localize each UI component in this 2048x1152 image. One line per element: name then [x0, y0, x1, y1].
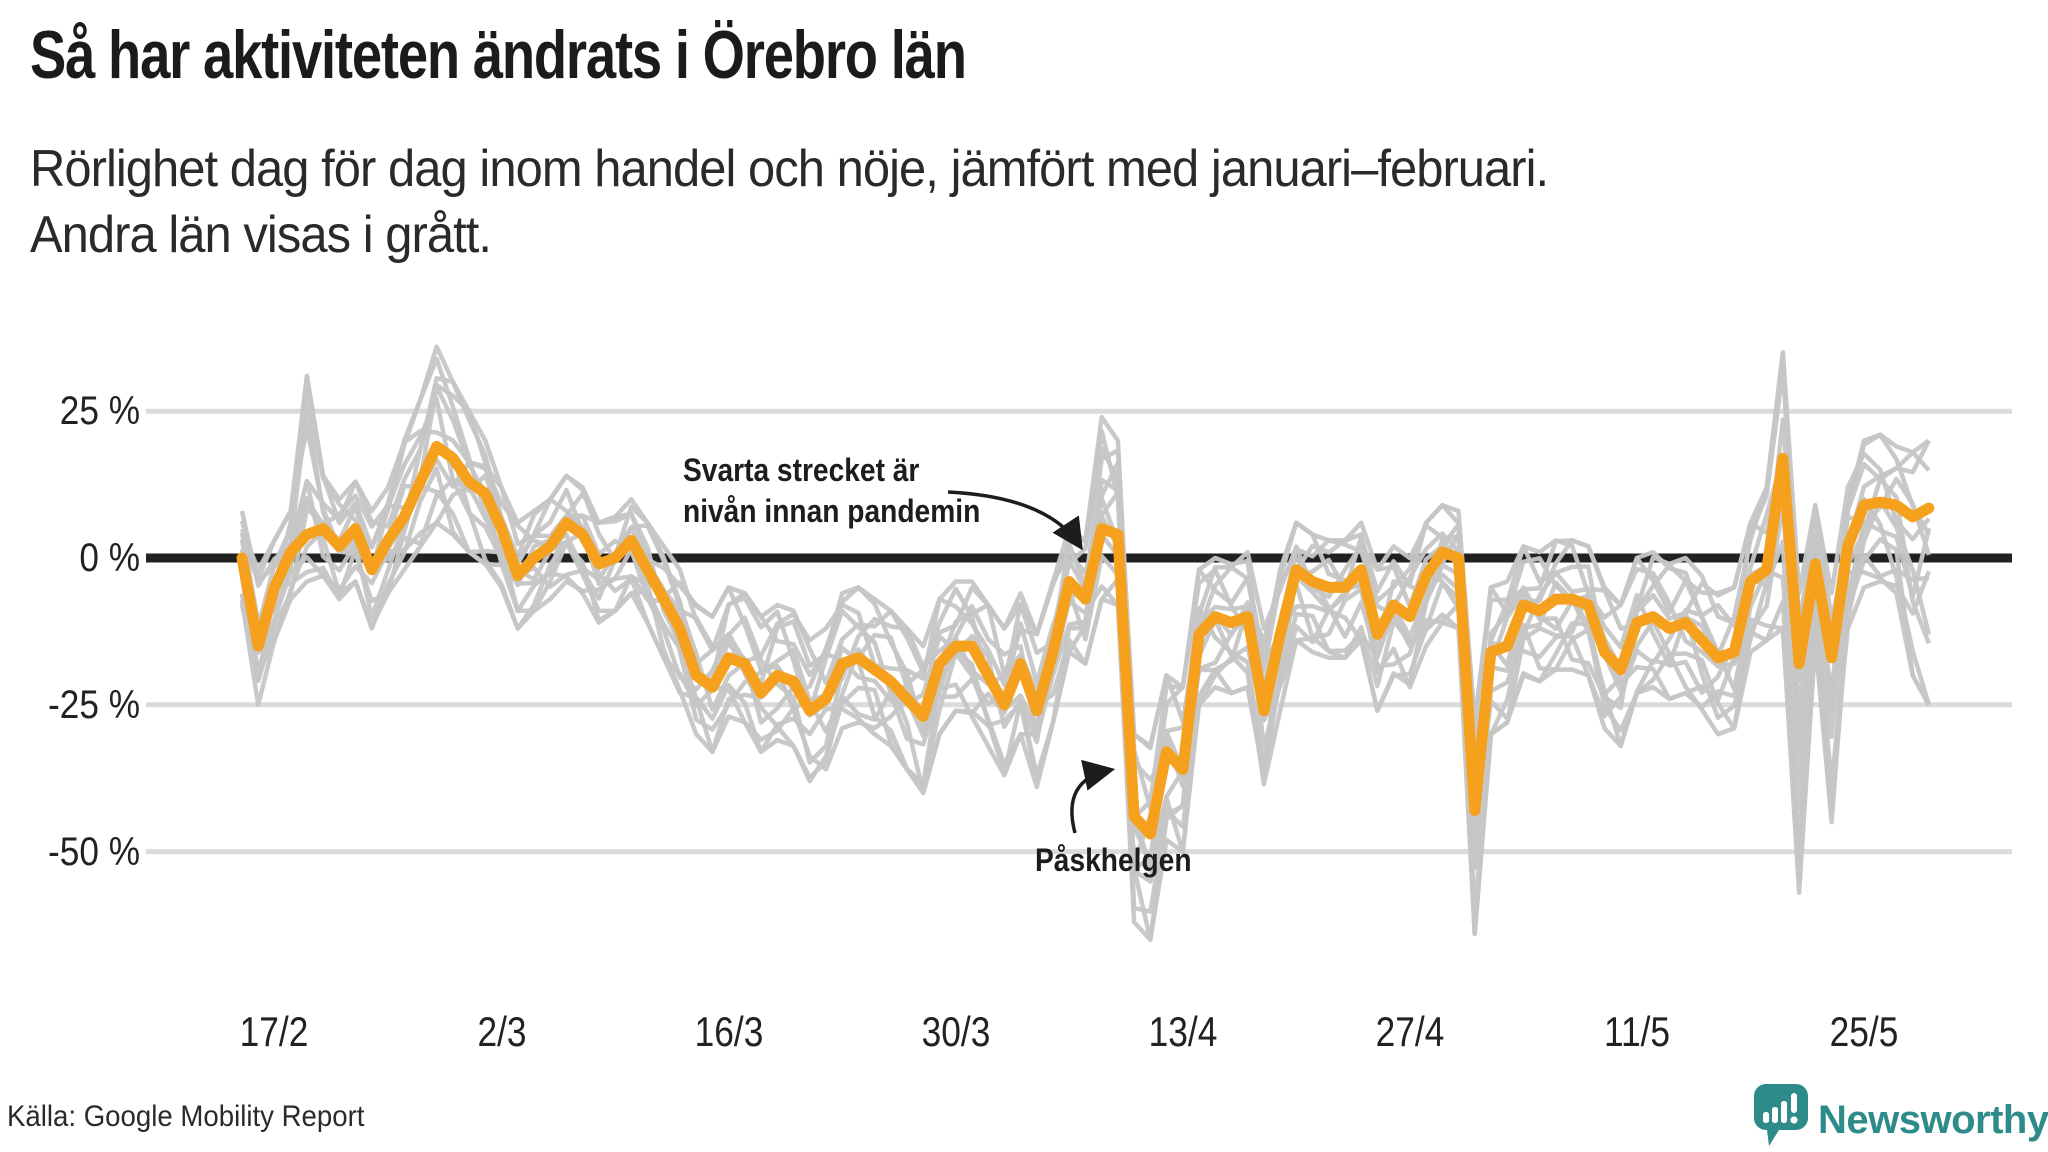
annotation-easter: Påskhelgen	[1035, 842, 1192, 878]
x-tick-label: 13/4	[1148, 1008, 1218, 1055]
y-tick-label: 25 %	[59, 389, 140, 434]
orebro-line	[236, 440, 1935, 840]
annotation-arrows	[947, 490, 1116, 834]
chart-subtitle: Rörlighet dag för dag inom handel och nö…	[30, 136, 1549, 268]
subtitle-line-1: Rörlighet dag för dag inom handel och nö…	[30, 140, 1549, 198]
newsworthy-wordmark: Newsworthy	[1818, 1098, 2048, 1142]
annotation-pre-pandemic-line1: Svarta strecket är	[683, 452, 920, 488]
chart-title: Så har aktiviteten ändrats i Örebro län	[30, 17, 967, 93]
x-tick-label: 17/2	[240, 1008, 309, 1055]
x-tick-label: 25/5	[1829, 1008, 1899, 1055]
y-tick-label: 0 %	[79, 536, 140, 580]
x-tick-label: 27/4	[1375, 1008, 1445, 1055]
y-tick-label: -50 %	[48, 829, 140, 874]
x-tick-label: 16/3	[694, 1008, 763, 1055]
source-note: Källa: Google Mobility Report	[7, 1100, 365, 1133]
other-county-line	[239, 428, 1932, 874]
arrow-easter-dip-icon	[1070, 759, 1116, 834]
y-tick-label: -25 %	[48, 682, 140, 727]
x-axis-labels: 17/2 2/3 16/3 30/3 13/4 27/4 11/5 25/5	[0, 1008, 2048, 1068]
x-tick-label: 30/3	[921, 1008, 991, 1055]
annotation-pre-pandemic-line2: nivån innan pandemin	[683, 493, 981, 529]
newsworthy-logo-icon	[1754, 1084, 1808, 1146]
x-tick-label: 2/3	[476, 1008, 527, 1055]
arrow-pre-pandemic-level-icon	[947, 490, 1083, 551]
plot-area	[146, 344, 2012, 942]
annotation-pre-pandemic: Svarta strecket är nivån innan pandemin	[683, 450, 980, 532]
subtitle-line-2: Andra län visas i grått.	[30, 206, 492, 264]
y-axis-labels: 25 % 0 % -25 % -50 %	[0, 0, 140, 1152]
x-tick-label: 11/5	[1603, 1008, 1670, 1055]
